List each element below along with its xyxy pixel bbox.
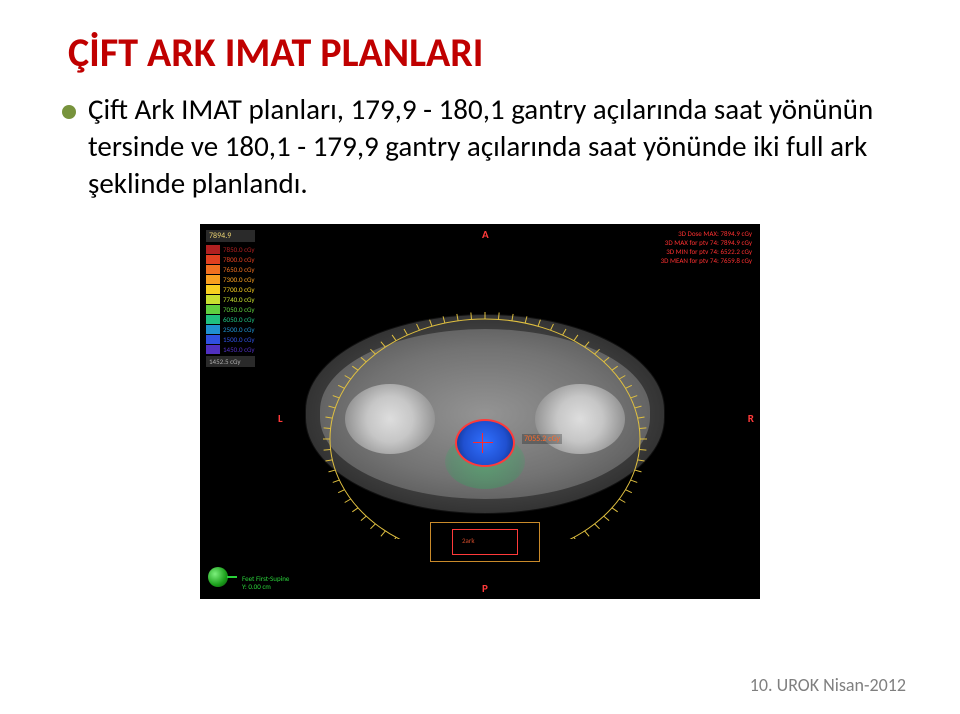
legend-row: 6050.0 cGy — [206, 314, 255, 324]
arc-ring-svg — [320, 284, 650, 539]
legend-label: 7650.0 cGy — [223, 265, 255, 274]
legend-label: 2500.0 cGy — [223, 325, 255, 334]
figure-wrap: 7055.2 cGy 2ark 7894.9 7850.0 cGy7800.0 … — [54, 224, 906, 599]
bullet-row: Çift Ark IMAT planları, 179,9 - 180,1 ga… — [54, 91, 906, 202]
patient-info-line: Y: 0.00 cm — [242, 583, 289, 591]
legend-swatch — [206, 335, 220, 344]
legend-label: 7740.0 cGy — [223, 295, 255, 304]
legend-swatch — [206, 275, 220, 284]
bullet-text: Çift Ark IMAT planları, 179,9 - 180,1 ga… — [88, 91, 906, 202]
legend-swatch — [206, 255, 220, 264]
legend-row: 7850.0 cGy — [206, 244, 255, 254]
slide-title: ÇİFT ARK IMAT PLANLARI — [54, 28, 906, 77]
legend-label: 7800.0 cGy — [223, 255, 255, 264]
legend-swatch — [206, 305, 220, 314]
legend-row: 7740.0 cGy — [206, 294, 255, 304]
orientation-orb — [208, 567, 228, 587]
legend-header-value: 7894.9 — [209, 231, 231, 241]
legend-footer: 1452.5 cGy — [206, 356, 255, 367]
legend-row: 7300.0 cGy — [206, 274, 255, 284]
axis-bottom: P — [482, 582, 488, 595]
legend-swatch — [206, 345, 220, 354]
legend-swatch — [206, 285, 220, 294]
legend-row: 1500.0 cGy — [206, 334, 255, 344]
legend-row: 7050.0 cGy — [206, 304, 255, 314]
legend-row: 1450.0 cGy — [206, 344, 255, 354]
orientation-orb-axis — [227, 576, 237, 578]
axis-right: R — [748, 412, 754, 425]
dose-readout: 3D Dose MAX: 7894.9 cGy3D MAX for ptv 74… — [661, 230, 752, 265]
bullet-dot — [62, 105, 76, 119]
legend-row: 7800.0 cGy — [206, 254, 255, 264]
legend-header: 7894.9 — [206, 230, 255, 242]
legend-label: 1500.0 cGy — [223, 335, 255, 344]
dose-legend: 7894.9 7850.0 cGy7800.0 cGy7650.0 cGy730… — [206, 230, 255, 367]
legend-swatch — [206, 265, 220, 274]
legend-swatch — [206, 325, 220, 334]
slide-footer: 10. UROK Nisan-2012 — [750, 674, 906, 696]
legend-label: 7850.0 cGy — [223, 245, 255, 254]
legend-swatch — [206, 315, 220, 324]
ct-figure: 7055.2 cGy 2ark 7894.9 7850.0 cGy7800.0 … — [200, 224, 760, 599]
legend-label: 7050.0 cGy — [223, 305, 255, 314]
readout-line: 3D MEAN for ptv 74: 7659.8 cGy — [661, 257, 752, 266]
legend-row: 7700.0 cGy — [206, 284, 255, 294]
field-label: 2ark — [462, 536, 475, 545]
legend-row: 2500.0 cGy — [206, 324, 255, 334]
legend-row: 7650.0 cGy — [206, 264, 255, 274]
legend-swatch — [206, 295, 220, 304]
axis-top: A — [482, 228, 489, 241]
axis-left: L — [278, 412, 283, 425]
legend-label: 6050.0 cGy — [223, 315, 255, 324]
legend-swatch — [206, 245, 220, 254]
arc-ring — [320, 284, 650, 539]
patient-info: Feet First-SupineY: 0.00 cm — [242, 575, 289, 592]
legend-label: 7700.0 cGy — [223, 285, 255, 294]
legend-label: 7300.0 cGy — [223, 275, 255, 284]
legend-label: 1450.0 cGy — [223, 345, 255, 354]
